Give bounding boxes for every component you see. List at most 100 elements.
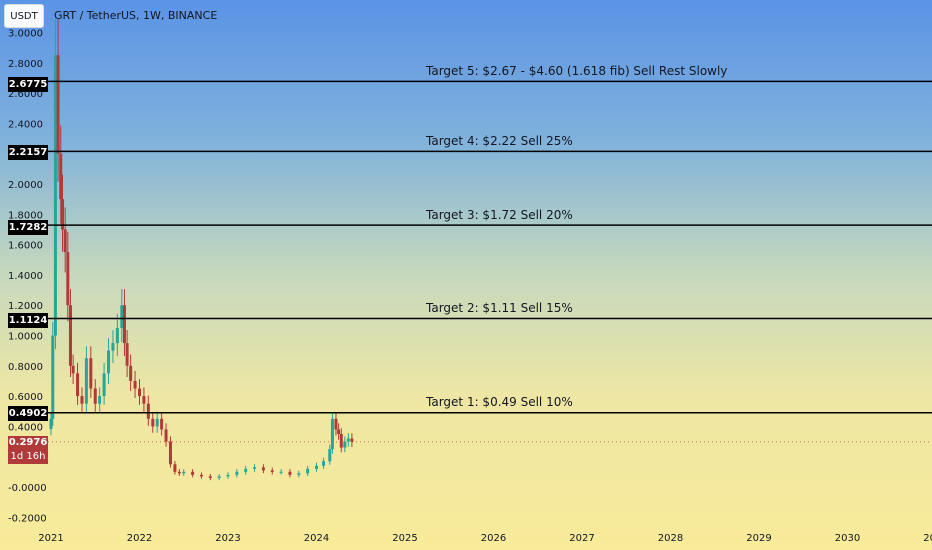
candle-body	[226, 474, 230, 477]
y-tick-label: 1.0000	[8, 332, 43, 343]
candle-body	[235, 471, 239, 475]
candle-body	[56, 55, 60, 154]
candle-body	[164, 429, 168, 442]
candle-body	[343, 441, 347, 448]
x-tick-label: 2021	[38, 533, 63, 544]
candle-body	[155, 418, 159, 427]
y-tick-label: 0.8000	[8, 362, 43, 373]
y-tick-label: 2.0000	[8, 180, 43, 191]
target-label-4: Target 4: $2.22 Sell 25%	[426, 134, 573, 148]
x-tick-label: 2027	[569, 533, 594, 544]
candle-body	[120, 305, 124, 328]
target-label-5: Target 5: $2.67 - $4.60 (1.618 fib) Sell…	[426, 64, 728, 78]
price-tag-target-1: 0.4902	[8, 406, 48, 421]
bar-countdown: 1d 16h	[10, 451, 46, 462]
candle-body	[191, 471, 195, 475]
candle-body	[173, 464, 177, 472]
candle-body	[279, 471, 283, 473]
candle-body	[328, 449, 332, 462]
candle-body	[138, 388, 141, 397]
y-tick-label: 1.8000	[8, 210, 43, 221]
candle-body	[122, 305, 126, 344]
candle-body	[107, 350, 111, 374]
x-tick-label: 2025	[392, 533, 417, 544]
candle-body	[199, 474, 203, 477]
x-tick-label: 2023	[215, 533, 240, 544]
candle-body	[142, 396, 146, 404]
candle-body	[68, 305, 72, 366]
candle-body	[111, 343, 115, 351]
x-tick-label: 2028	[658, 533, 683, 544]
candle-body	[208, 476, 212, 478]
candle-body	[66, 252, 70, 306]
price-tag-target-3: 1.7282	[8, 220, 48, 235]
candle-body	[93, 388, 97, 404]
candle-body	[288, 471, 292, 475]
candle-body	[84, 358, 88, 404]
candle-body	[80, 396, 84, 404]
candles	[49, 19, 354, 481]
y-tick-label: 1.2000	[8, 301, 43, 312]
candle-body	[315, 465, 318, 469]
candle-body	[71, 365, 75, 374]
candle-body	[59, 153, 63, 200]
x-tick-label: 2024	[304, 533, 329, 544]
price-tag-target-4: 2.2157	[8, 145, 48, 160]
candle-body	[76, 373, 80, 397]
y-tick-label: 3.0000	[8, 29, 43, 40]
candle-body	[217, 476, 221, 478]
y-tick-label: 2.8000	[8, 59, 43, 70]
current-price-value: 0.2976	[8, 437, 48, 448]
x-axis: 2021 2022 2023 2024 2025 2026 2027 2028 2029 2030…	[38, 533, 932, 544]
candle-body	[253, 467, 257, 469]
currency-button[interactable]: USDT	[4, 4, 44, 28]
candle-body	[49, 418, 53, 430]
price-tag-target-5: 2.6775	[8, 77, 48, 92]
candle-body	[337, 429, 341, 434]
candle-body	[244, 468, 248, 472]
x-tick-label: 2029	[746, 533, 771, 544]
candle-body	[53, 55, 57, 336]
candle-body	[51, 335, 55, 419]
candle-body	[98, 396, 102, 404]
y-tick-label: 1.4000	[8, 271, 43, 282]
x-tick-label: 2030	[835, 533, 860, 544]
candle-body	[102, 373, 106, 397]
candle-body	[146, 403, 150, 419]
candle-body	[168, 441, 172, 465]
candle-body	[330, 418, 334, 450]
candle-body	[61, 199, 65, 230]
x-tick-label: 2026	[481, 533, 506, 544]
candle-body	[160, 418, 164, 430]
target-label-1: Target 1: $0.49 Sell 10%	[426, 395, 573, 409]
y-tick-label: 0.4000	[8, 422, 43, 433]
y-tick-label: 0.6000	[8, 392, 43, 403]
candle-body	[133, 380, 137, 389]
candle-body	[346, 438, 350, 442]
y-tick-label: 2.4000	[8, 119, 43, 130]
candle-body	[339, 433, 343, 448]
candle-body	[261, 467, 265, 471]
candle-body	[89, 358, 93, 389]
symbol-title: GRT / TetherUS, 1W, BINANCE	[54, 9, 218, 22]
y-tick-label: 1.6000	[8, 241, 43, 252]
target-lines	[48, 80, 932, 414]
candle-body	[334, 418, 338, 430]
candle-body	[306, 468, 310, 474]
candle-body	[129, 365, 133, 381]
y-tick-label: 2.6000	[8, 89, 43, 100]
candle-body	[270, 470, 274, 472]
price-tag-target-2: 1.1124	[8, 313, 48, 328]
candle-body	[297, 473, 301, 475]
candle-body	[350, 438, 354, 442]
candle-body	[63, 229, 67, 253]
candle-body	[151, 418, 155, 427]
candle-body	[177, 471, 181, 474]
candle-body	[182, 471, 186, 474]
candle-body	[322, 461, 326, 466]
y-tick-label: -0.2000	[8, 513, 47, 524]
y-tick-label: -0.0000	[8, 483, 47, 494]
x-tick-label: 2031	[923, 533, 932, 544]
y-axis: 3.00002.80002.60002.40002.20002.00001.80…	[8, 29, 47, 525]
